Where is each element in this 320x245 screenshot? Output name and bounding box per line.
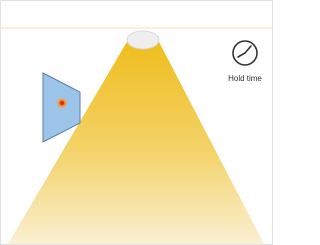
hold-time-label: Hold time (228, 74, 262, 83)
clock-icon (233, 41, 257, 65)
ceiling-lamp (127, 31, 159, 49)
sensor-led (60, 101, 64, 105)
illustration: Hold time (0, 0, 273, 245)
page: Hold time (() => { const data = JSON.par… (0, 0, 273, 245)
